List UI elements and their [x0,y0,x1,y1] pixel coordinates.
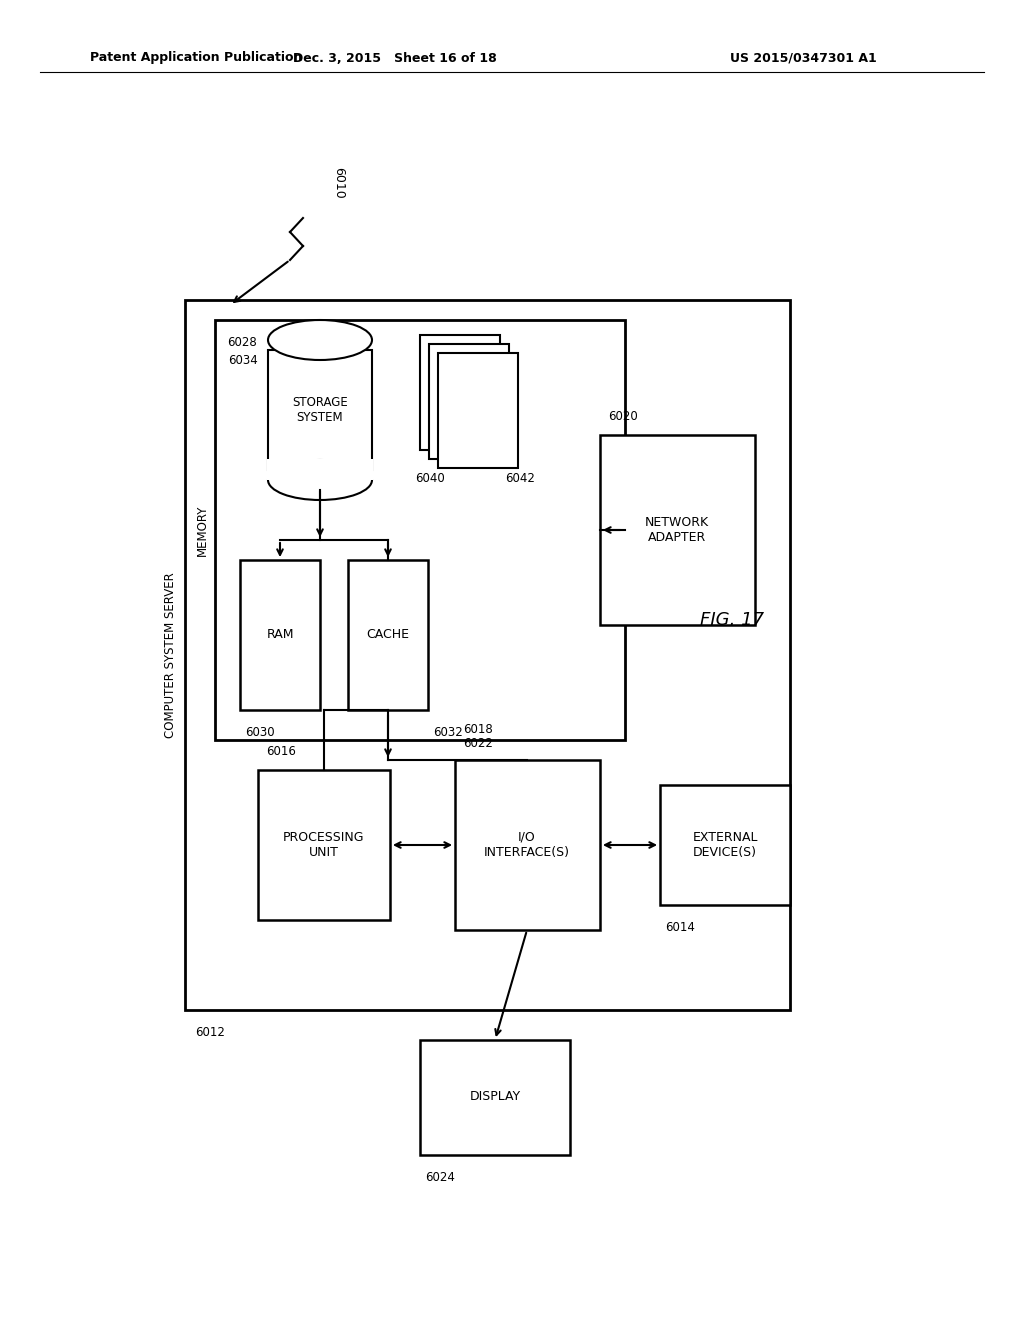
Bar [455,760,600,931]
Text: COMPUTER SYSTEM SERVER: COMPUTER SYSTEM SERVER [165,572,177,738]
Text: 6034: 6034 [228,354,258,367]
Bar [600,436,755,624]
Bar [185,300,790,1010]
Text: 6020: 6020 [608,411,638,422]
Bar [420,335,500,450]
Bar [267,459,373,480]
Bar [240,560,319,710]
Text: 6032: 6032 [433,726,463,739]
Text: 6022: 6022 [463,737,493,750]
Ellipse shape [268,459,372,500]
Text: 6030: 6030 [245,726,274,739]
Text: 6014: 6014 [665,921,695,935]
Bar [348,560,428,710]
Text: NETWORK
ADAPTER: NETWORK ADAPTER [645,516,709,544]
Text: CACHE: CACHE [367,628,410,642]
Text: 6012: 6012 [195,1026,225,1039]
Text: EXTERNAL
DEVICE(S): EXTERNAL DEVICE(S) [692,832,758,859]
Text: 6016: 6016 [266,744,296,758]
Text: 6024: 6024 [425,1171,455,1184]
Ellipse shape [268,319,372,360]
Text: 6010: 6010 [332,168,345,199]
Text: 6018: 6018 [463,723,493,737]
Text: 6042: 6042 [505,471,535,484]
Text: Dec. 3, 2015   Sheet 16 of 18: Dec. 3, 2015 Sheet 16 of 18 [293,51,497,65]
Text: US 2015/0347301 A1: US 2015/0347301 A1 [730,51,877,65]
Text: DISPLAY: DISPLAY [469,1090,520,1104]
Text: Patent Application Publication: Patent Application Publication [90,51,302,65]
Bar [438,352,518,469]
Bar [215,319,625,741]
Bar [660,785,790,906]
Text: MEMORY: MEMORY [196,504,209,556]
Bar [268,350,372,470]
Bar [420,1040,570,1155]
Text: PROCESSING
UNIT: PROCESSING UNIT [284,832,365,859]
Text: RAM: RAM [266,628,294,642]
Text: FIG. 17: FIG. 17 [700,611,764,630]
Bar [258,770,390,920]
Bar [429,345,509,459]
Text: 6028: 6028 [227,335,257,348]
Text: STORAGE
SYSTEM: STORAGE SYSTEM [292,396,348,424]
Text: I/O
INTERFACE(S): I/O INTERFACE(S) [484,832,570,859]
Text: 6040: 6040 [415,471,444,484]
